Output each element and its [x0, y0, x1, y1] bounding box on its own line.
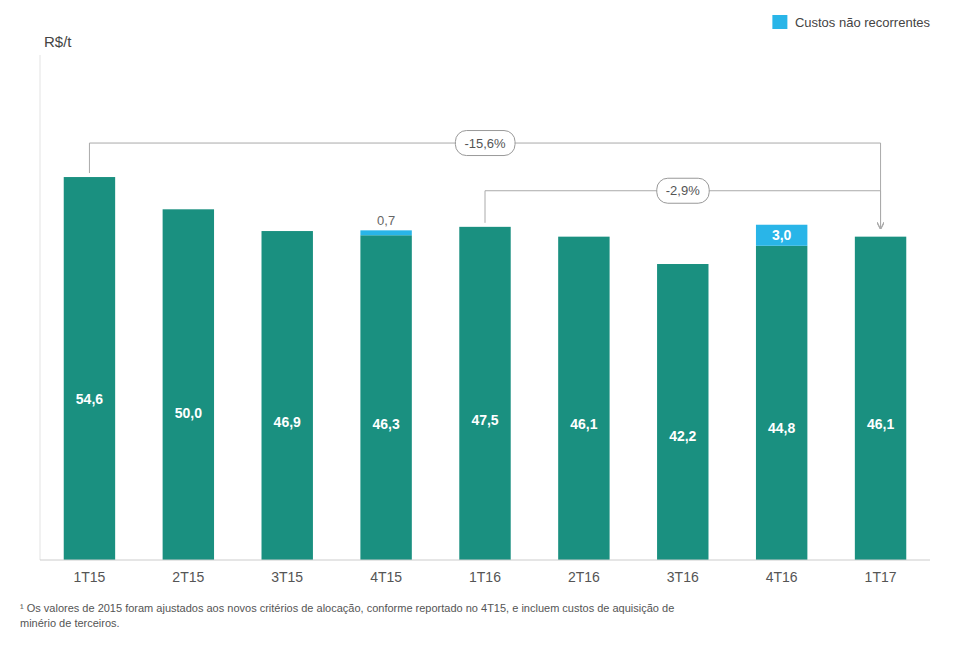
bracket-line [89, 143, 90, 173]
data-label: 46,1 [867, 416, 894, 432]
footnote-line: minério de terceiros. [20, 617, 120, 629]
footnote-line: ¹ Os valores de 2015 foram ajustados aos… [20, 602, 674, 614]
data-label: 47,5 [471, 412, 498, 428]
bar [360, 235, 411, 560]
x-tick-label: 4T16 [766, 569, 798, 585]
annotation: -15,6% [464, 136, 506, 151]
bar [262, 231, 313, 232]
x-tick-label: 1T16 [469, 569, 501, 585]
x-tick-label: 3T15 [271, 569, 303, 585]
bar [163, 209, 214, 210]
chart: 54,6 50,0 46,9 46,3 47,5 46,1 42,2 44,8 46,1 0,7 3… [0, 0, 953, 656]
bar [459, 226, 510, 227]
data-label: 0,7 [377, 213, 395, 228]
bar [360, 230, 411, 235]
data-label: 46,1 [570, 416, 597, 432]
data-label: 54,6 [76, 391, 103, 407]
data-label: 44,8 [768, 420, 795, 436]
x-tick-label: 2T16 [568, 569, 600, 585]
annotation-box [657, 178, 709, 203]
bar [558, 236, 609, 237]
bar [756, 246, 807, 560]
bars [64, 177, 907, 560]
bracket-arrow [880, 143, 881, 229]
x-tick-label: 1T17 [865, 569, 897, 585]
bar [855, 236, 906, 237]
annotation-box [455, 131, 515, 156]
bar [262, 231, 313, 560]
x-tick-label: 4T15 [370, 569, 402, 585]
annotations: -2,9% -15,6% [89, 131, 880, 229]
legend-label: Custos não recorrentes [795, 15, 931, 30]
data-label: 50,0 [175, 405, 202, 421]
bar [756, 225, 807, 246]
bar [163, 209, 214, 560]
bar [855, 237, 906, 560]
bar [459, 227, 510, 560]
annotation: -2,9% [666, 183, 700, 198]
y-axis-line [40, 55, 41, 560]
footnote: ¹ Os valores de 2015 foram ajustados aos… [20, 602, 674, 629]
data-label: 46,3 [372, 416, 399, 432]
legend-swatch [772, 15, 787, 29]
x-tick-label: 2T15 [172, 569, 204, 585]
bracket-line [485, 191, 486, 223]
legend: Custos não recorrentes [772, 15, 930, 30]
y-axis-label: R$/t [44, 33, 72, 50]
x-tick-label: 1T15 [73, 569, 105, 585]
bar [64, 177, 115, 560]
data-label: 3,0 [772, 227, 792, 243]
bar [657, 264, 708, 560]
data-label: 46,9 [274, 414, 301, 430]
x-tick-label: 3T16 [667, 569, 699, 585]
bar [657, 264, 708, 265]
bar [64, 177, 115, 178]
x-axis-line [40, 560, 930, 561]
bar [558, 237, 609, 560]
data-label: 42,2 [669, 428, 696, 444]
